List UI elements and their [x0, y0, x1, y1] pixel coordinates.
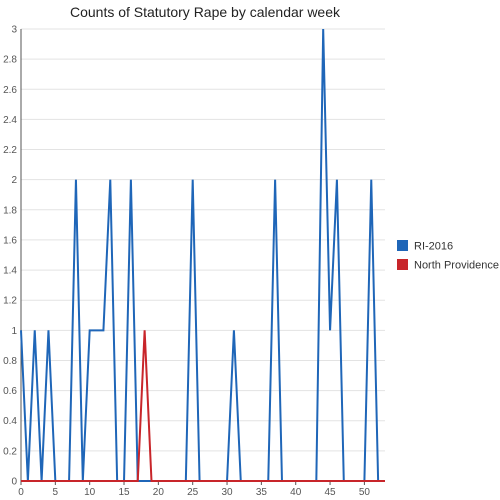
series-lines [20, 28, 385, 482]
legend-swatch-north-providence [397, 259, 408, 270]
y-tick-label: 0.2 [3, 446, 17, 457]
y-tick-label: 1.2 [3, 296, 17, 307]
y-tick-label: 1.8 [3, 205, 17, 216]
x-tick-label: 15 [118, 487, 130, 498]
legend-label-north-providence: North Providence [414, 260, 499, 272]
x-tick-label: 45 [324, 487, 336, 498]
x-tick-label: 30 [221, 487, 233, 498]
chart-title: Counts of Statutory Rape by calendar wee… [70, 4, 341, 20]
y-tick-label: 1.4 [3, 266, 17, 277]
x-tick-labels: 0 5 10 15 20 25 30 35 40 45 50 [18, 487, 370, 498]
x-tick-label: 40 [290, 487, 302, 498]
y-tick-label: 2.4 [3, 115, 17, 126]
y-tick-label: 0.4 [3, 416, 17, 427]
series-line-north-providence [21, 330, 385, 482]
series-line-ri-2016 [20, 28, 385, 482]
x-tick-label: 10 [84, 487, 96, 498]
y-tick-label: 0.8 [3, 356, 17, 367]
y-tick-labels: 0 0.2 0.4 0.6 0.8 1 1.2 1.4 1.6 1.8 2 2.2 2.4 2.6 2.8 3 [3, 25, 17, 488]
y-tick-label: 0.6 [3, 386, 17, 397]
x-tick-label: 50 [359, 487, 371, 498]
y-tick-label: 2.2 [3, 145, 17, 156]
y-tick-label: 2.6 [3, 85, 17, 96]
x-tick-label: 35 [256, 487, 268, 498]
x-tick-label: 25 [187, 487, 199, 498]
legend-label-ri-2016: RI-2016 [414, 241, 453, 253]
grid-lines [21, 28, 385, 482]
legend: RI-2016 North Providence [397, 240, 499, 272]
y-tick-label: 3 [11, 25, 17, 36]
y-tick-label: 0 [11, 477, 17, 488]
y-tick-label: 2 [11, 175, 17, 186]
axes [20, 29, 385, 485]
x-tick-label: 0 [18, 487, 24, 498]
y-tick-label: 1 [11, 326, 17, 337]
x-tick-label: 20 [153, 487, 165, 498]
y-tick-label: 2.8 [3, 55, 17, 66]
legend-swatch-ri-2016 [397, 240, 408, 251]
x-tick-label: 5 [53, 487, 59, 498]
y-tick-label: 1.6 [3, 235, 17, 246]
